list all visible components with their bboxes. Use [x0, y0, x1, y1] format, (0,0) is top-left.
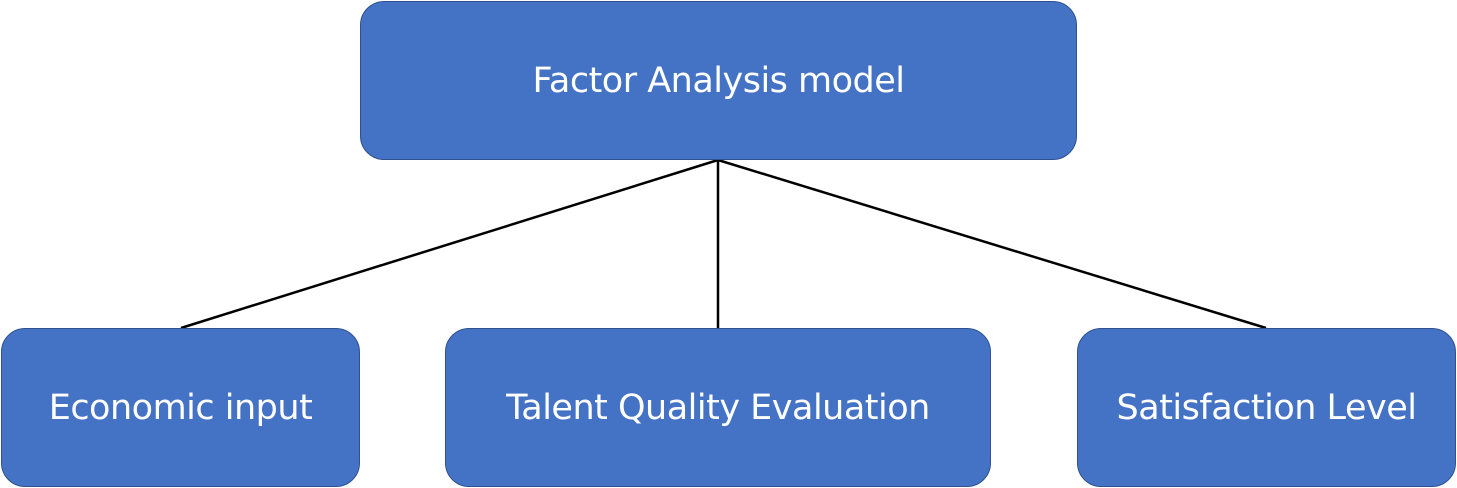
- child-node-label: Economic input: [48, 387, 313, 428]
- root-node-label: Factor Analysis model: [532, 60, 905, 101]
- connector-economic-input: [180, 158, 719, 330]
- child-node-label: Talent Quality Evaluation: [506, 387, 930, 428]
- child-node-economic-input: Economic input: [1, 328, 360, 487]
- child-node-talent-quality-evaluation: Talent Quality Evaluation: [445, 328, 991, 487]
- child-node-satisfaction-level: Satisfaction Level: [1077, 328, 1456, 487]
- root-node-factor-analysis-model: Factor Analysis model: [360, 1, 1077, 160]
- child-node-label: Satisfaction Level: [1116, 387, 1417, 428]
- connector-satisfaction-level: [717, 158, 1267, 330]
